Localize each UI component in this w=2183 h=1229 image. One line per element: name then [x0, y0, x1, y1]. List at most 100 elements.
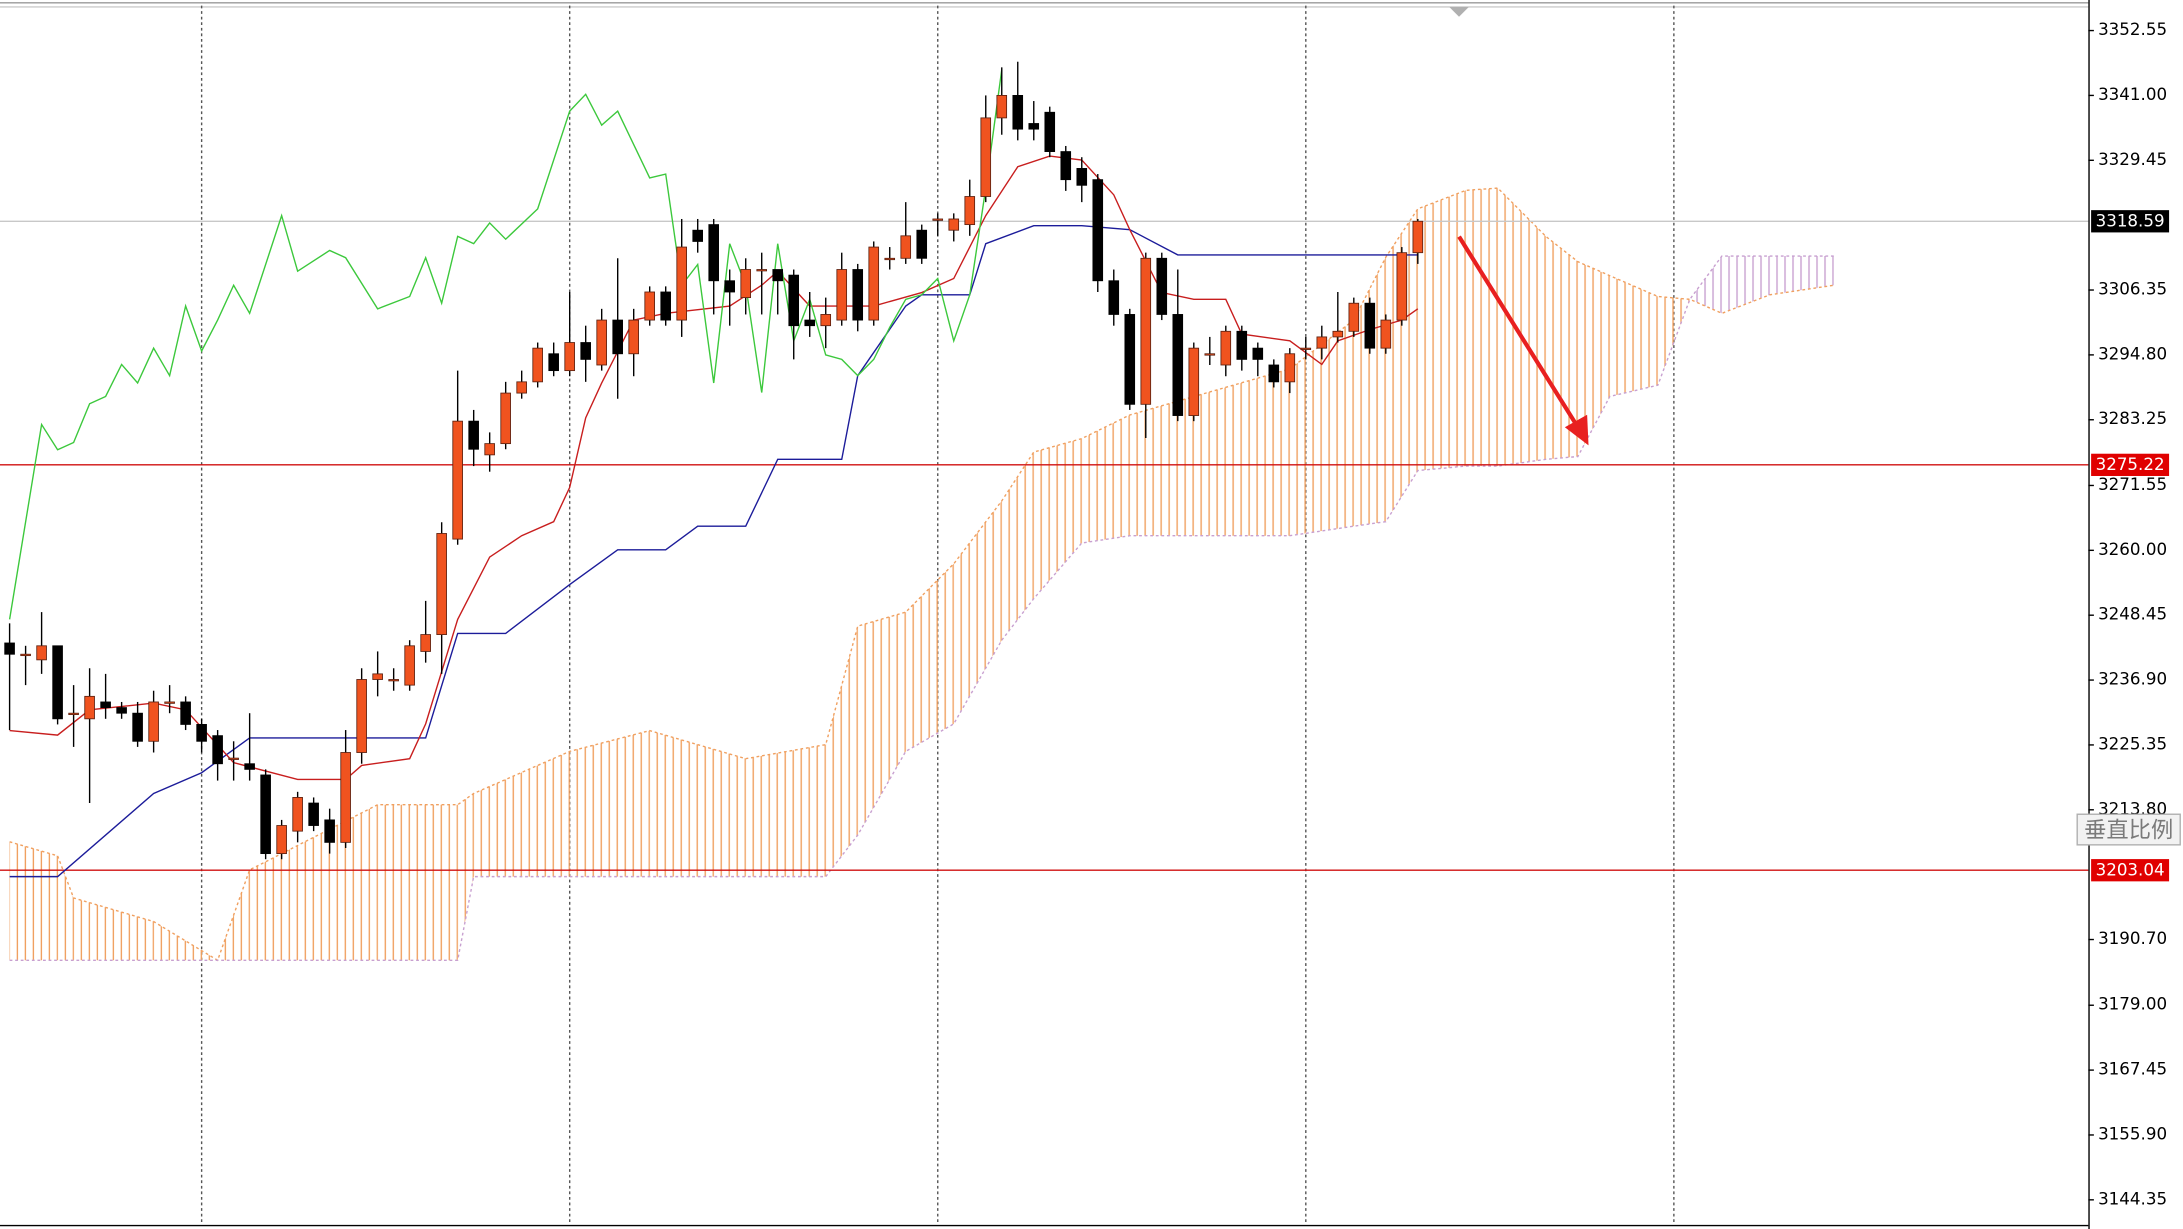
cloud-segment [857, 612, 906, 836]
y-tick-label: 3144.35 [2098, 1188, 2167, 1208]
cloud-segment [73, 897, 154, 961]
cloud-segment [1657, 296, 1690, 386]
cloud-segment [217, 869, 250, 961]
candle-body [820, 314, 832, 327]
scale-button[interactable] [2076, 813, 2181, 846]
candle-body [964, 196, 976, 226]
y-tick-label: 3179.00 [2098, 994, 2167, 1014]
candle-body [1220, 330, 1232, 366]
candle-body [356, 679, 367, 753]
cloud-segment [953, 500, 1002, 724]
candle-body [52, 645, 63, 720]
y-tick-label: 3213.80 [2098, 798, 2167, 818]
candle-body [260, 774, 271, 855]
candle-body [900, 235, 912, 259]
cloud-segment [1577, 261, 1610, 457]
candle-body [836, 269, 848, 321]
y-tick-label: 3341.00 [2098, 84, 2167, 104]
candle-body [660, 291, 671, 321]
cloud-segment [1289, 320, 1354, 536]
candle-body [132, 712, 143, 742]
candle-body [484, 443, 495, 456]
candle-body [1412, 220, 1424, 254]
candle-body [932, 218, 944, 221]
cloud-segment [1721, 256, 1770, 314]
span-b-line [9, 255, 1834, 962]
y-tick-label: 3190.70 [2098, 928, 2167, 948]
cloud-segment [745, 744, 826, 877]
candle-body [1332, 330, 1344, 338]
cloud-segment [457, 793, 474, 961]
cloud-segment [1689, 256, 1722, 314]
candle-body [436, 533, 447, 635]
candle-body [676, 246, 687, 321]
candle-body [1012, 95, 1024, 130]
candle-body [1396, 252, 1408, 321]
cloud-segment [569, 730, 650, 877]
candle-body [1252, 347, 1264, 360]
candle-body [452, 420, 463, 540]
candle-body [548, 353, 559, 372]
y-tick-label: 3283.25 [2098, 408, 2167, 428]
candle-body [308, 802, 319, 826]
candle-body [692, 229, 704, 242]
candle-body [20, 653, 31, 657]
candle-body [628, 319, 639, 355]
candle-body [516, 381, 527, 394]
cloud-segment [153, 921, 218, 961]
span-a-line [9, 187, 1834, 962]
candle-body [324, 819, 335, 843]
candle-body [212, 735, 223, 765]
candle-body [788, 274, 800, 327]
candle-body [580, 342, 591, 360]
candle-body [116, 707, 127, 714]
price-tag-label: 3203.04 [2096, 859, 2165, 879]
y-tick-label: 3260.00 [2098, 539, 2167, 559]
candles-layer [4, 61, 1424, 860]
candle-body [1284, 353, 1296, 383]
cloud-segment [1001, 452, 1034, 641]
candle-body [996, 95, 1008, 119]
cloud-segment [825, 626, 858, 877]
candle-body [852, 269, 864, 321]
candle-body [644, 291, 655, 321]
candle-body [740, 269, 752, 299]
y-tick-label: 3225.35 [2098, 733, 2167, 753]
candle-body [388, 679, 399, 682]
candle-body [1172, 314, 1184, 416]
y-tick-label: 3271.55 [2098, 474, 2167, 494]
tags-layer: 3318.59 3275.22 3203.04 [2091, 210, 2170, 882]
candle-body [1348, 302, 1360, 332]
cloud-segment [1385, 208, 1418, 522]
candle-body [1380, 319, 1392, 349]
cloud-layer [9, 188, 1834, 961]
scale-button-label[interactable]: 垂直比例 [2084, 817, 2173, 843]
candle-body [1108, 280, 1120, 315]
price-tag [2091, 210, 2170, 233]
candle-body [404, 645, 415, 686]
candle-body [244, 763, 255, 770]
candle-body [804, 319, 816, 327]
candle-body [164, 701, 175, 704]
axis-layer: 3352.55 3341.00 3329.45 3306.35 3294.80 3283.… [2088, 19, 2167, 1208]
candle-body [772, 269, 784, 282]
candle-body [420, 634, 431, 652]
cloud-segment [1129, 368, 1290, 536]
y-tick-label: 3248.45 [2098, 604, 2167, 624]
cloud-segment [473, 751, 570, 877]
price-tag-label: 3275.22 [2096, 454, 2165, 474]
candle-body [1060, 151, 1072, 181]
price-tag-label: 3318.59 [2096, 210, 2165, 230]
candle-body [1044, 111, 1056, 153]
candle-body [532, 347, 543, 383]
candle-body [1188, 347, 1200, 416]
cloud-segment [1033, 438, 1082, 599]
cloud-segment [1417, 190, 1466, 471]
candle-body [596, 319, 607, 366]
candle-body [276, 825, 287, 855]
candle-body [708, 224, 720, 282]
cloud-segment [1609, 275, 1658, 397]
candle-body [1076, 168, 1088, 186]
